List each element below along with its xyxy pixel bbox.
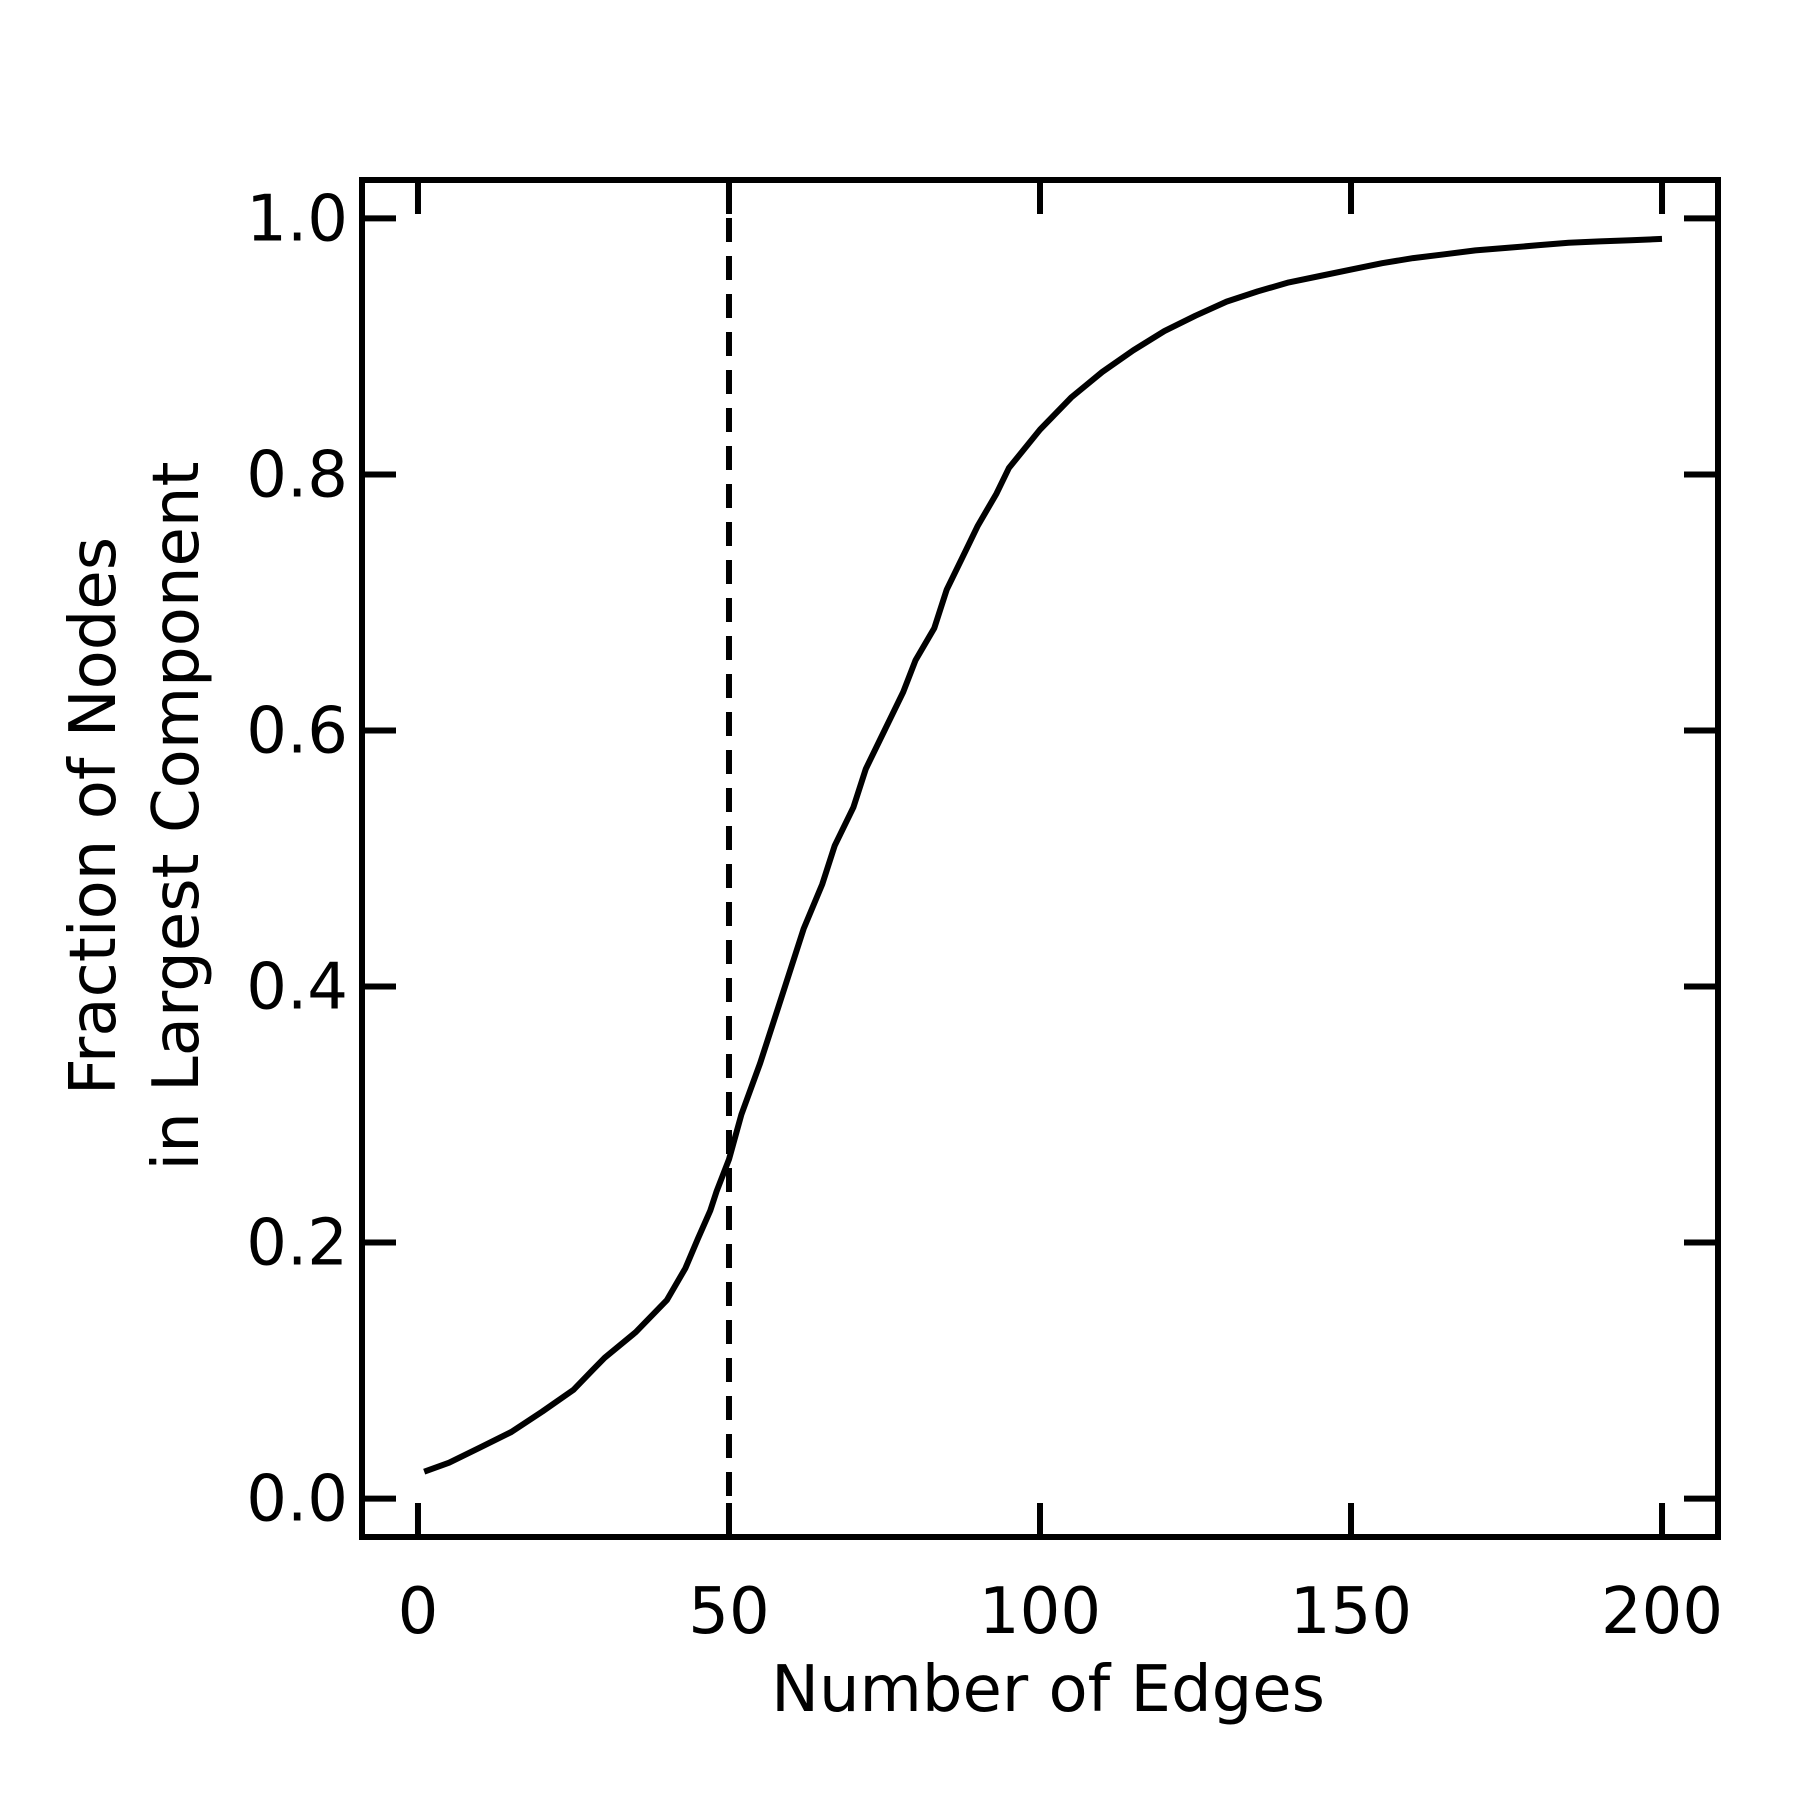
y-tick-label: 0.0 [246,1463,348,1537]
y-axis-title: Fraction of Nodes in Largest Component [57,461,214,1170]
y-axis-title-line-1: Fraction of Nodes [57,537,131,1095]
y-tick-label: 0.8 [246,438,348,512]
x-tick-label: 150 [1290,1575,1412,1649]
x-tick-label: 0 [398,1575,439,1649]
x-axis-tick-labels: 0 50 100 150 200 [398,1575,1723,1649]
y-axis-title-line-2: in Largest Component [140,461,214,1170]
data-line-series [423,235,1663,1475]
y-axis-tick-labels: 0.0 0.2 0.4 0.6 0.8 1.0 [246,182,348,1536]
x-tick-label: 200 [1601,1575,1723,1649]
x-tick-label: 100 [979,1575,1101,1649]
x-axis-ticks [414,180,1666,1537]
y-tick-label: 0.2 [246,1207,348,1281]
y-tick-label: 1.0 [246,182,348,256]
y-tick-label: 0.6 [246,694,348,768]
x-axis-title: Number of Edges [771,1653,1325,1727]
x-tick-label: 50 [688,1575,769,1649]
y-axis-ticks [362,215,1718,1502]
y-tick-label: 0.4 [246,951,348,1025]
